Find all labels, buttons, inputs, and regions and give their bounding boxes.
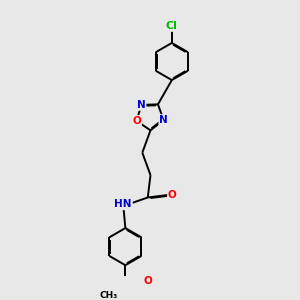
Text: Cl: Cl xyxy=(166,21,178,31)
Text: HN: HN xyxy=(114,199,132,209)
Text: O: O xyxy=(168,190,177,200)
Text: O: O xyxy=(143,276,152,286)
Text: O: O xyxy=(132,116,141,126)
Text: CH₃: CH₃ xyxy=(99,291,117,300)
Text: N: N xyxy=(137,100,146,110)
Text: N: N xyxy=(159,115,168,125)
